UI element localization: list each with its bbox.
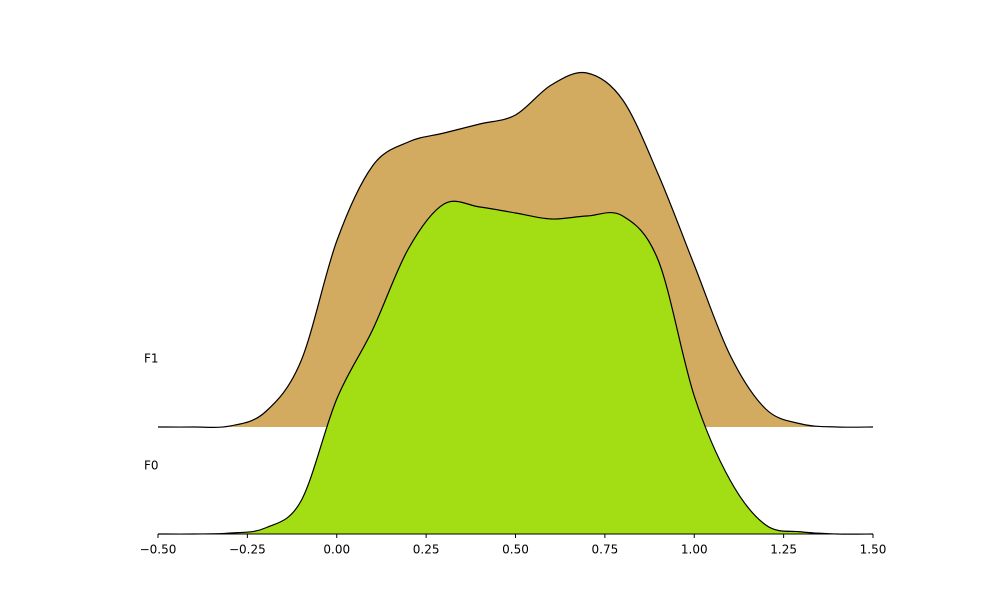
x-tick-label: 0.50: [502, 543, 529, 557]
x-tick-label: 1.00: [681, 543, 708, 557]
x-tick-label: 1.50: [860, 543, 887, 557]
x-tick-label: 0.25: [413, 543, 440, 557]
ridge-area: [158, 201, 873, 535]
x-tick-label: 0.00: [323, 543, 350, 557]
series-label: F0: [144, 459, 159, 473]
x-tick-label: 0.75: [592, 543, 619, 557]
ridge-line: [157, 200, 874, 535]
series-label: F1: [144, 352, 159, 366]
x-tick-label: −0.50: [140, 543, 177, 557]
x-tick-label: 1.25: [770, 543, 797, 557]
x-tick-label: −0.25: [229, 543, 266, 557]
ridge-line: [157, 71, 874, 429]
